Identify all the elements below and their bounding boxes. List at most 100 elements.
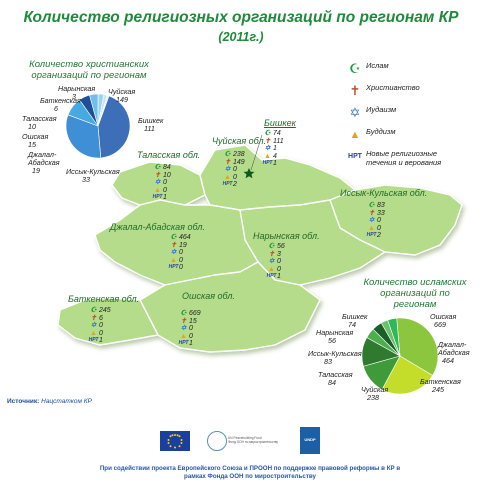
stats-osh: ☪ 669 ✝ 15 ✡ 0 ▲ 0 НРТ 1 <box>178 310 201 348</box>
legend: ☪ Ислам ✝ Христианство ✡ Иудаизм ▲ Будди… <box>344 61 479 180</box>
pie-label-naryn: Нарынская 3 <box>58 84 96 101</box>
stats-naryn: ☪ 56 ✝ 3 ✡ 0 ▲ 0 НРТ 1 <box>266 243 285 281</box>
pie-label-bishkek: Бишкек 111 <box>138 116 164 133</box>
source-note: Источник: Нацстатком КР <box>7 398 92 405</box>
region-label-batken: Баткенская обл. <box>68 294 140 304</box>
latin-cross-icon: ✝ <box>349 83 361 98</box>
nrt-icon: НРТ <box>178 340 189 347</box>
nrt-icon: НРТ <box>366 232 377 239</box>
pie-label-issyk-kul-islam: Иссык-Кульская 83 <box>308 349 362 366</box>
star-of-david-icon: ✡ <box>368 217 375 225</box>
pie-slice-7 <box>97 95 110 127</box>
buddha-icon: ▲ <box>264 152 271 160</box>
region-label-jalal-abad: Джалал-Абадская обл. <box>110 222 205 232</box>
nrt-icon: НРТ <box>222 181 233 188</box>
pie-label-osh: Ошская 15 <box>22 132 49 149</box>
pie-label-chui-islam: Чуйская 238 <box>361 385 389 402</box>
crescent-star-icon: ☪ <box>170 234 177 241</box>
pie-label-batken-islam: Баткенская 245 <box>420 377 461 394</box>
stats-talas: ☪ 84 ✝ 10 ✡ 0 ▲ 0 НРТ 1 <box>152 164 171 202</box>
pie-label-bishkek-islam: Бишкек 74 <box>342 312 368 329</box>
eu-flag-logo <box>160 431 190 451</box>
buddha-icon: ▲ <box>368 224 375 232</box>
latin-cross-icon: ✝ <box>264 137 271 145</box>
islam-chart-title: Количество исламских организаций по реги… <box>363 277 467 310</box>
region-label-issyk-kul: Иссык-Кульская обл. <box>340 188 428 198</box>
region-label-naryn: Нарынская обл. <box>253 231 320 241</box>
latin-cross-icon: ✝ <box>368 209 375 217</box>
pie-label-talas-islam: Таласская 84 <box>318 370 353 387</box>
buddha-icon: ▲ <box>170 256 177 264</box>
star-of-david-icon: ✡ <box>170 249 177 257</box>
region-osh <box>139 261 321 353</box>
region-label-talas: Таласская обл. <box>137 150 201 160</box>
undp-logo-text: UNDP <box>304 437 316 442</box>
latin-cross-icon: ✝ <box>170 241 177 249</box>
star-of-david-icon: ✡ <box>224 166 231 174</box>
legend-item-islam: ☪ Ислам <box>344 61 479 82</box>
eu-stars-icon <box>167 434 183 449</box>
undp-logo: UNDP <box>300 427 320 454</box>
buddha-icon: ▲ <box>90 329 97 337</box>
nrt-icon: НРТ <box>168 264 179 271</box>
stats-batken: ☪ 245 ✝ 6 ✡ 0 ▲ 0 НРТ 1 <box>88 307 111 345</box>
page-title: Количество религиозных организаций по ре… <box>23 9 459 26</box>
stats-chui: ☪ 238 ✝ 149 ✡ 0 ▲ 0 НРТ 2 <box>222 151 245 189</box>
pie-label-jalal-abad: Джалал- Абадская 19 <box>28 150 60 175</box>
crescent-star-icon: ☪ <box>224 151 231 158</box>
region-label-bishkek: Бишкек <box>264 118 296 128</box>
region-label-osh: Ошская обл. <box>182 291 235 301</box>
buddha-icon: ▲ <box>268 265 275 273</box>
buddha-icon: ▲ <box>224 173 231 181</box>
region-batken <box>57 297 160 346</box>
nrt-icon: НРТ <box>348 153 362 160</box>
nrt-icon: НРТ <box>152 194 163 201</box>
pie-label-naryn-islam: Нарынская 56 <box>316 328 354 345</box>
un-peacebuilding-text: UN Peacebuilding Fund Фонд ООН по мирост… <box>228 436 279 444</box>
pie-slice-1 <box>381 355 434 395</box>
footer-note: При содействии проекта Европейского Союз… <box>99 465 401 480</box>
latin-cross-icon: ✝ <box>268 250 275 258</box>
star-of-david-icon: ✡ <box>154 179 161 187</box>
crescent-star-icon: ☪ <box>264 130 271 137</box>
region-label-chui: Чуйская обл. <box>212 136 267 146</box>
crescent-star-icon: ☪ <box>154 164 161 171</box>
star-of-david-icon: ✡ <box>180 325 187 333</box>
pie-slice-7 <box>387 317 401 357</box>
crescent-star-icon: ☪ <box>268 243 275 250</box>
legend-item-nrt: НРТ Новые религиозные течения и веровани… <box>344 149 479 180</box>
pie-label-talas: Таласская 10 <box>22 114 57 131</box>
latin-cross-icon: ✝ <box>224 158 231 166</box>
pie-slice-0 <box>97 95 131 159</box>
legend-item-judaism: ✡ Иудаизм <box>344 105 479 126</box>
crescent-star-icon: ☪ <box>368 202 375 209</box>
buddha-icon: ▲ <box>154 186 161 194</box>
star-of-david-icon: ✡ <box>268 258 275 266</box>
bishkek-star-icon <box>243 168 255 179</box>
crescent-star-icon: ☪ <box>349 61 361 76</box>
nrt-icon: НРТ <box>262 160 273 167</box>
star-of-david-icon: ✡ <box>349 105 361 120</box>
islam-pie-chart <box>361 317 439 395</box>
crescent-star-icon: ☪ <box>180 310 187 317</box>
pie-label-osh-islam: Ошская 669 <box>430 312 457 329</box>
pie-label-issyk-kul: Иссык-Кульская 33 <box>66 167 120 184</box>
star-of-david-icon: ✡ <box>264 145 271 153</box>
nrt-icon: НРТ <box>266 273 277 280</box>
pie-slice-1 <box>65 114 102 159</box>
pie-label-jalal-abad-islam: Джалал- Абадская 464 <box>438 340 470 365</box>
nrt-icon: НРТ <box>88 337 99 344</box>
latin-cross-icon: ✝ <box>180 317 187 325</box>
crescent-star-icon: ☪ <box>90 307 97 314</box>
latin-cross-icon: ✝ <box>90 314 97 322</box>
buddha-icon: ▲ <box>180 332 187 340</box>
stats-issyk-kul: ☪ 83 ✝ 33 ✡ 0 ▲ 0 НРТ 2 <box>366 202 385 240</box>
un-emblem-logo <box>207 431 227 451</box>
christian-chart-title: Количество христианских организаций по р… <box>29 59 149 81</box>
legend-item-buddhism: ▲ Буддизм <box>344 127 479 148</box>
latin-cross-icon: ✝ <box>154 171 161 179</box>
pie-slice-0 <box>396 317 439 376</box>
stats-bishkek: ☪ 74 ✝ 111 ✡ 1 ▲ 4 НРТ 1 <box>262 130 284 168</box>
pie-label-chui: Чуйская 149 <box>108 87 136 104</box>
